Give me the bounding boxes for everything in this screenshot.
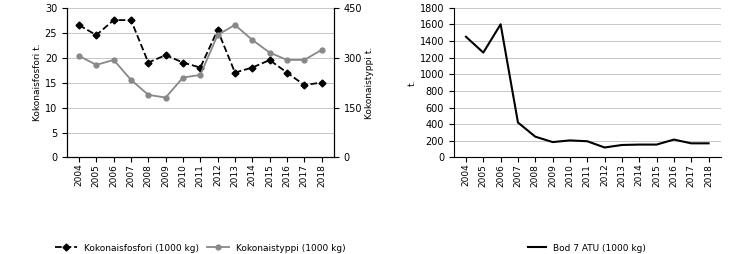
Y-axis label: t.: t. (408, 79, 417, 86)
Kokonaisfosfori (1000 kg) (265, 59, 274, 62)
Kokonaisfosfori (1000 kg) (144, 61, 153, 64)
Kokonaistyppi (1000 kg) (230, 23, 239, 26)
Line: Kokonaisfosfori (1000 kg): Kokonaisfosfori (1000 kg) (77, 18, 324, 87)
Legend: Kokonaisfosfori (1000 kg), Kokonaistyppi (1000 kg): Kokonaisfosfori (1000 kg), Kokonaistyppi… (51, 240, 350, 254)
Kokonaisfosfori (1000 kg) (92, 34, 101, 37)
Kokonaistyppi (1000 kg) (126, 78, 135, 82)
Kokonaistyppi (1000 kg) (92, 64, 101, 67)
Kokonaisfosfori (1000 kg) (161, 54, 170, 57)
Kokonaisfosfori (1000 kg) (178, 61, 187, 64)
Line: Kokonaistyppi (1000 kg): Kokonaistyppi (1000 kg) (77, 23, 324, 100)
Kokonaisfosfori (1000 kg) (74, 24, 83, 27)
Kokonaisfosfori (1000 kg) (282, 71, 291, 74)
Kokonaistyppi (1000 kg) (74, 54, 83, 57)
Kokonaistyppi (1000 kg) (282, 58, 291, 61)
Kokonaistyppi (1000 kg) (109, 58, 118, 61)
Kokonaisfosfori (1000 kg) (196, 66, 205, 69)
Kokonaistyppi (1000 kg) (300, 58, 309, 61)
Kokonaistyppi (1000 kg) (144, 93, 153, 97)
Kokonaistyppi (1000 kg) (317, 49, 326, 52)
Kokonaistyppi (1000 kg) (265, 51, 274, 54)
Kokonaisfosfori (1000 kg) (300, 84, 309, 87)
Y-axis label: Kokonaisfosfori t.: Kokonaisfosfori t. (33, 44, 42, 121)
Kokonaisfosfori (1000 kg) (213, 28, 222, 31)
Kokonaistyppi (1000 kg) (196, 73, 205, 76)
Kokonaisfosfori (1000 kg) (126, 19, 135, 22)
Kokonaisfosfori (1000 kg) (230, 71, 239, 74)
Kokonaistyppi (1000 kg) (248, 38, 257, 41)
Kokonaistyppi (1000 kg) (161, 96, 170, 99)
Y-axis label: Kokonaistyppi t.: Kokonaistyppi t. (365, 46, 374, 119)
Legend: Bod 7 ATU (1000 kg): Bod 7 ATU (1000 kg) (525, 240, 650, 254)
Kokonaisfosfori (1000 kg) (109, 19, 118, 22)
Kokonaisfosfori (1000 kg) (317, 81, 326, 84)
Kokonaistyppi (1000 kg) (178, 76, 187, 79)
Kokonaistyppi (1000 kg) (213, 34, 222, 37)
Kokonaisfosfori (1000 kg) (248, 66, 257, 69)
